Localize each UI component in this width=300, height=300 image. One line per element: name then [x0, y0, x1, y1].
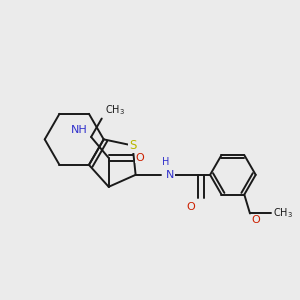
Text: O: O — [251, 215, 260, 225]
Text: O: O — [135, 153, 144, 163]
Text: O: O — [186, 202, 195, 212]
Text: H: H — [162, 157, 170, 167]
Text: NH: NH — [71, 125, 88, 136]
Text: CH$_3$: CH$_3$ — [105, 103, 125, 117]
Text: N: N — [166, 170, 174, 180]
Text: S: S — [129, 139, 136, 152]
Text: CH$_3$: CH$_3$ — [273, 207, 293, 220]
